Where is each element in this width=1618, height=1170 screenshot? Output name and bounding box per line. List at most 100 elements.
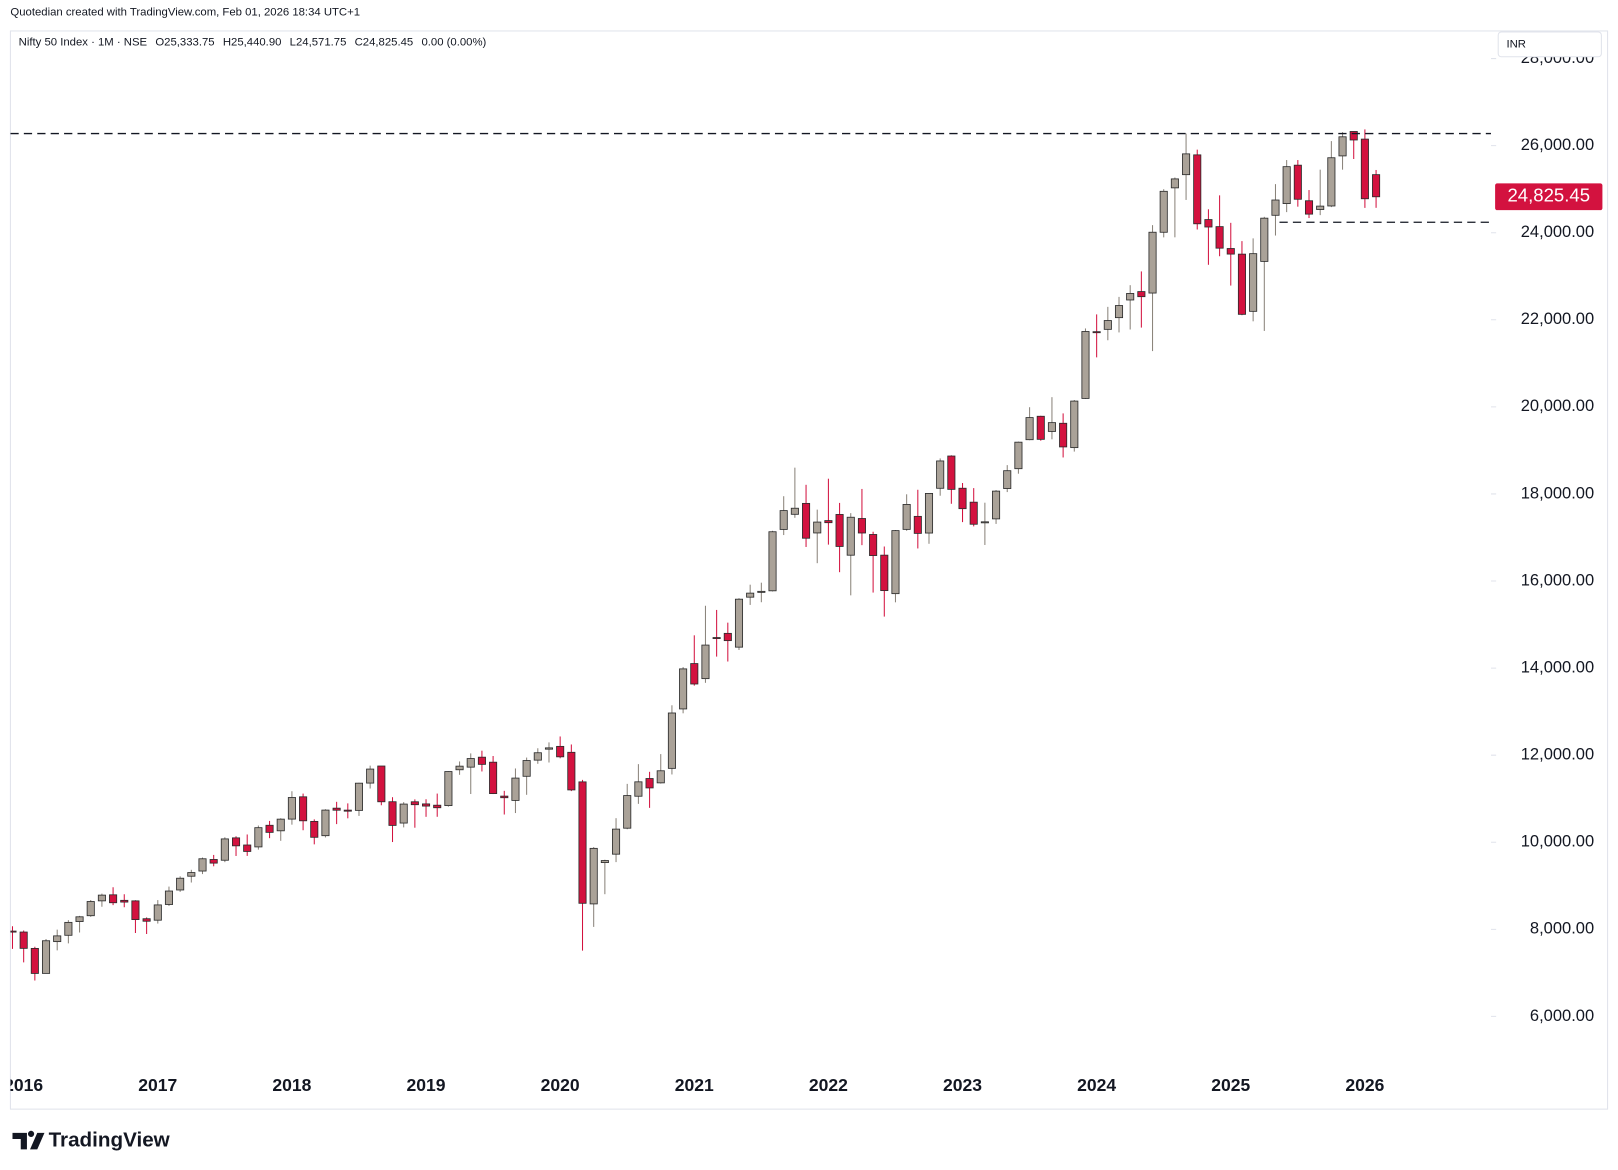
candle-body [1327,157,1336,207]
candle-body [802,502,811,539]
candle-body [176,877,185,891]
header-text: O25,333.75 [155,36,214,48]
candle-body [1372,174,1381,198]
candle-body [1360,138,1369,200]
candle-body [757,590,766,593]
candle-body [1092,331,1101,334]
candle-body [679,668,688,710]
y-tick-label: 8,000.00 [1530,920,1594,938]
candle-body [1159,190,1168,233]
candle-body [1103,320,1112,330]
candle-body [97,894,106,902]
candle-body [824,520,833,524]
candle-body [746,592,755,598]
candle-body [913,515,922,534]
candle-body [1036,415,1045,440]
candle-body [198,858,207,872]
candle-body [522,760,531,777]
candle-body [1047,422,1056,432]
candle-body [153,904,162,921]
candle-body [64,921,73,936]
candle-body [690,663,699,685]
candle-body [1304,200,1314,215]
candle-body [556,745,565,758]
candle-body [1170,178,1179,189]
candle-body [645,778,654,789]
candle-body [980,521,989,524]
candle-body [969,501,978,525]
candle-body [1193,154,1202,225]
candle-body [1025,417,1034,441]
y-axis: 6,000.00 8,000.00 10,000.00 12,000.00 14,000… [1490,52,1594,1025]
x-tick-label: 2026 [1345,1075,1384,1095]
candle-body [1226,248,1235,255]
candle-body [701,644,710,680]
candle-body [589,847,598,905]
candle-body [332,807,341,811]
candle-body [924,493,934,534]
x-tick-label: 2022 [809,1075,848,1095]
candle-body [276,818,285,832]
y-tick-label: 18,000.00 [1521,484,1594,502]
candle-body [131,900,140,920]
candle-body [187,872,196,877]
logo-text: TradingView [49,1129,171,1152]
candle-body [1137,291,1146,298]
candle-body [835,514,844,547]
candle-body [366,768,375,784]
x-tick-label: 2017 [138,1075,177,1095]
candle-body [354,782,363,811]
x-tick-label: 2016 [4,1075,43,1095]
candle-body [299,796,308,822]
candle-body [768,531,777,592]
candle-body [578,781,587,904]
candle-body [1316,205,1325,210]
x-tick-label: 2024 [1077,1075,1116,1095]
candle-body [1338,136,1347,157]
y-tick-label: 12,000.00 [1521,746,1594,764]
candle-body [1014,441,1023,470]
candle-body [880,554,889,592]
candle-body [220,838,229,861]
candle-body [310,820,319,838]
y-tick-label: 24,000.00 [1521,223,1594,241]
candle-body [75,916,84,922]
x-tick-label: 2021 [675,1075,714,1095]
candle-body [489,761,498,794]
chart-frame [9,30,1609,1110]
candle-body [869,534,878,556]
candle-body [232,837,241,847]
y-tick-label: 6,000.00 [1530,1007,1594,1025]
candle-body [455,765,464,771]
candle-body [388,801,397,826]
candle-body [287,797,296,820]
candle-body [891,530,900,595]
candle-body [209,859,218,864]
candle-body [410,801,419,806]
candle-body [656,770,665,784]
candle-body [109,894,118,904]
x-tick-label: 2020 [541,1075,580,1095]
candle-body [422,803,431,807]
candle-body [500,795,509,799]
candle-body [142,918,151,922]
candle-body [600,860,609,864]
candle-body [1081,331,1090,399]
candle-body [612,828,621,855]
candle-body [377,765,386,803]
candle-body [254,827,263,848]
candle-body [1148,231,1157,294]
x-tick-label: 2019 [407,1075,446,1095]
candle-body [1282,166,1291,204]
candle-body [511,777,520,801]
candle-body [1249,253,1258,312]
candle-body [667,712,676,769]
candle-body [466,758,475,768]
caption: Quotedian created with TradingView.com, … [10,6,360,18]
candle-body [343,809,352,812]
candle-body [902,504,911,530]
logo: TradingView [12,1129,171,1152]
candle-body [53,935,62,943]
